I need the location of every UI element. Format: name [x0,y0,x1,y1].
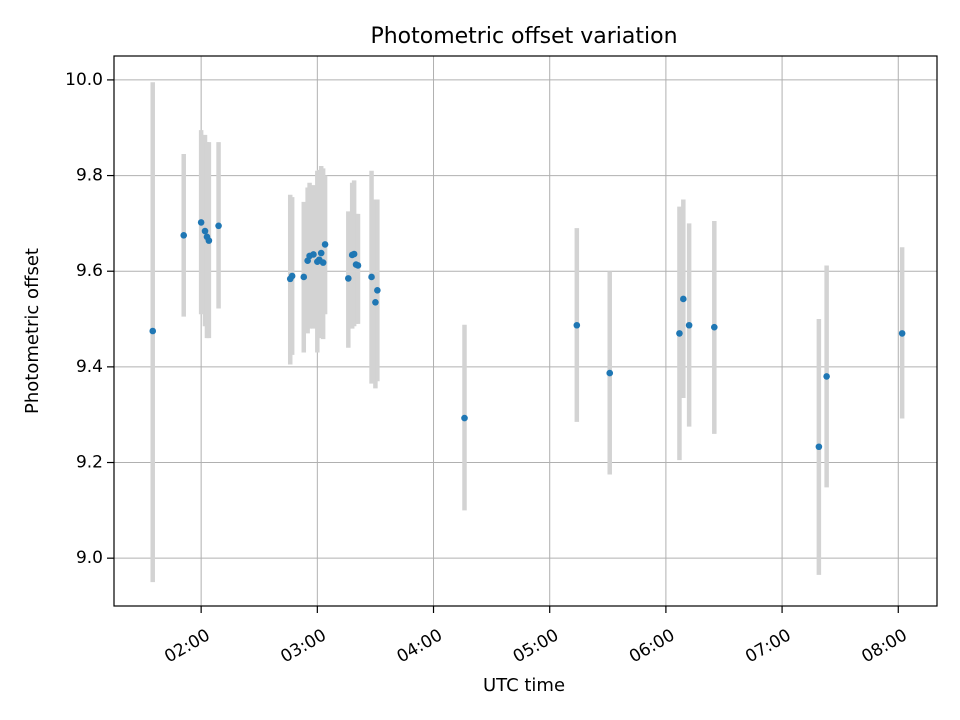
y-tick-label: 9.2 [76,453,103,473]
data-point [461,414,468,422]
data-point [676,330,683,337]
y-axis-label: Photometric offset [22,248,43,414]
data-point [300,273,308,281]
y-tick-label: 9.8 [76,166,103,186]
data-point [680,295,687,303]
data-point [350,250,358,258]
data-point [354,262,362,269]
data-point [711,323,718,331]
y-tick-label: 9.4 [76,357,103,377]
data-point [321,241,329,248]
data-point [823,373,830,380]
data-point [180,232,188,239]
x-axis-label: UTC time [483,675,565,696]
data-point [288,272,296,280]
data-point [368,273,375,281]
data-point [317,249,325,257]
y-tick-label: 9.0 [76,548,103,568]
data-point [374,287,381,294]
data-point [201,227,209,235]
data-points [149,219,906,451]
data-point [197,219,205,226]
data-point [205,237,213,244]
data-point [345,275,352,282]
data-point [319,259,327,266]
data-point [815,443,823,451]
plot-area-frame [113,55,938,607]
data-point [215,222,222,230]
data-point [372,299,379,306]
data-point [606,369,614,377]
data-point [898,330,906,337]
chart-title: Photometric offset variation [370,24,677,49]
grid [114,56,937,606]
data-point [573,321,581,329]
y-tick-label: 9.6 [76,261,103,281]
y-axis-ticks: 9.0 9.2 9.4 9.6 9.8 10.0 [65,70,114,568]
data-point [149,327,157,335]
y-tick-label: 10.0 [65,70,103,90]
data-point [685,321,693,329]
data-point [310,251,317,258]
